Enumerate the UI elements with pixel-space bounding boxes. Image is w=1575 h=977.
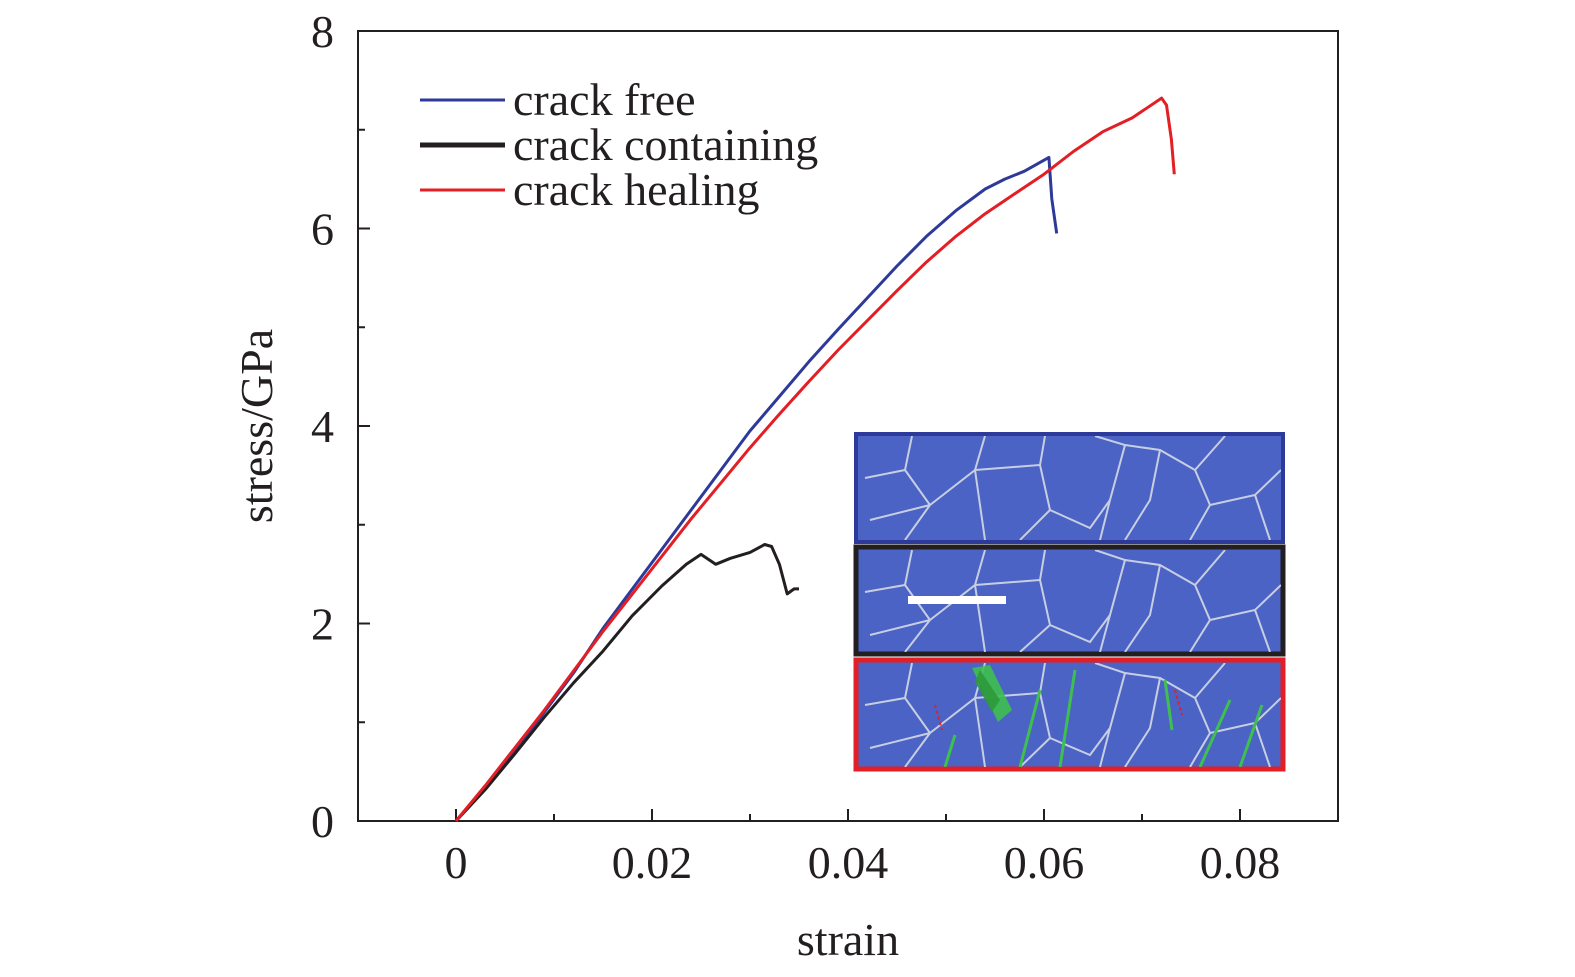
axis-ticks bbox=[358, 30, 1241, 822]
series-line-crack-healing bbox=[454, 96, 1176, 822]
inset-crack-free-image bbox=[854, 432, 1285, 544]
x-tick-label: 0.08 bbox=[1200, 837, 1281, 888]
y-tick-labels: 0 2 4 6 8 bbox=[311, 6, 334, 847]
inset-crack-containing-image bbox=[853, 544, 1286, 657]
y-tick-label: 6 bbox=[311, 204, 334, 255]
legend-label: crack free bbox=[513, 74, 696, 125]
series-lines bbox=[454, 96, 1176, 823]
x-tick-labels: 0 0.02 0.04 0.06 0.08 bbox=[445, 837, 1281, 888]
x-axis-title: strain bbox=[797, 914, 899, 965]
x-tick-label: 0.04 bbox=[808, 837, 889, 888]
x-tick-label: 0.02 bbox=[612, 837, 693, 888]
y-tick-label: 2 bbox=[311, 599, 334, 650]
x-tick-label: 0 bbox=[445, 837, 468, 888]
y-tick-label: 4 bbox=[311, 401, 334, 452]
inset-crack-healing-image bbox=[853, 657, 1286, 772]
series-line-crack-containing bbox=[454, 543, 799, 823]
legend-label: crack healing bbox=[513, 164, 759, 215]
legend-label: crack containing bbox=[513, 119, 818, 170]
y-tick-label: 0 bbox=[311, 796, 334, 847]
y-tick-label: 8 bbox=[311, 6, 334, 57]
y-axis-title: stress/GPa bbox=[231, 329, 282, 523]
crack-bar bbox=[908, 596, 1006, 604]
x-tick-label: 0.06 bbox=[1004, 837, 1085, 888]
